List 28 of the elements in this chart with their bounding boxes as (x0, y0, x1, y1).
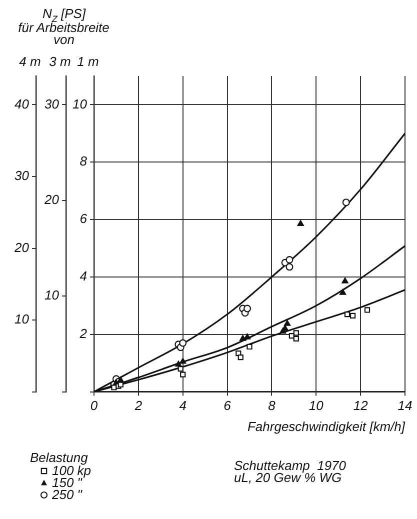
y3-tick-label: 30 (14, 168, 30, 184)
legend-label: 150 " (52, 475, 84, 490)
y2-tick-label: 10 (44, 288, 60, 303)
x-tick-label: 0 (90, 398, 98, 414)
x-axis-title: Fahrgeschwindigkeit [km/h] (247, 418, 406, 434)
x-tick-label: 10 (308, 398, 324, 414)
legend-label: 250 " (51, 487, 84, 502)
y3-axis-title: 4 m (19, 54, 42, 69)
y2-tick-label: 20 (44, 192, 60, 208)
x-tick-label: 8 (268, 398, 276, 414)
y-tick-label: 8 (80, 154, 88, 169)
y-axis-title: 1 m (77, 54, 100, 69)
x-tick-label: 2 (134, 398, 143, 414)
y2-axis-title: 3 m (49, 54, 72, 69)
y-tick-label: 2 (78, 326, 88, 341)
legend-title: Belastung (30, 450, 89, 465)
y2-tick-label: 30 (44, 96, 60, 112)
x-tick-label: 4 (179, 398, 186, 414)
y3-tick-label: 40 (14, 96, 30, 112)
y-tick-label: 4 (80, 268, 87, 284)
x-tick-label: 12 (353, 398, 369, 414)
x-tick-label: 14 (398, 398, 412, 414)
y-tick-label: 6 (80, 211, 88, 226)
y3-tick-label: 10 (14, 312, 30, 327)
y-tick-label: 10 (72, 96, 88, 112)
text: Schuttekamp 1970 (234, 458, 347, 473)
y3-tick-label: 20 (14, 240, 30, 255)
x-tick-label: 6 (224, 398, 232, 414)
